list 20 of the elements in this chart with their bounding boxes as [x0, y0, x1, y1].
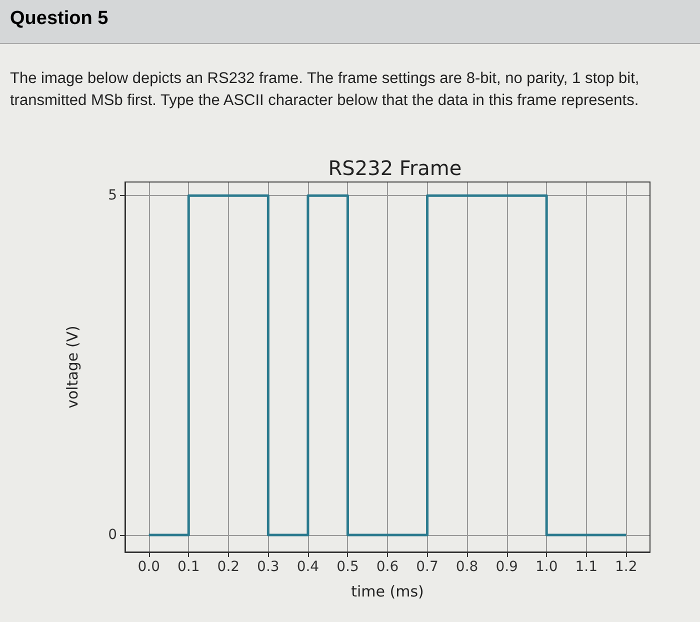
chart-title: RS232 Frame [328, 156, 462, 180]
x-tick-label: 0.3 [257, 559, 280, 575]
y-tick-label: 0 [108, 527, 117, 544]
x-tick-label: 0.6 [376, 559, 399, 575]
x-tick-label: 1.0 [535, 559, 558, 575]
x-tick-label: 0.1 [178, 559, 200, 575]
x-tick-label: 0.9 [496, 559, 518, 575]
x-tick-label: 0.7 [416, 559, 438, 575]
x-tick-label: 1.2 [615, 559, 638, 575]
x-tick-label: 0.5 [336, 559, 359, 575]
text: Question 5 [0, 0, 700, 44]
x-tick-label: 0.8 [456, 559, 478, 575]
x-axis-title: time (ms) [351, 582, 424, 600]
x-tick-label: 1.1 [575, 559, 598, 575]
y-tick-label: 5 [108, 188, 117, 204]
y-axis-title: voltage (V) [64, 326, 82, 408]
text: The image below depicts an RS232 frame. The frame settings are 8-bit, no parity, 1 stop bit, transmitted MSb first. Type the ASCII character below that the data in this frame represents. [10, 69, 640, 111]
x-tick-label: 0.4 [296, 559, 320, 575]
x-tick-label: 0.0 [138, 559, 160, 575]
x-tick-label: 0.2 [217, 559, 240, 575]
